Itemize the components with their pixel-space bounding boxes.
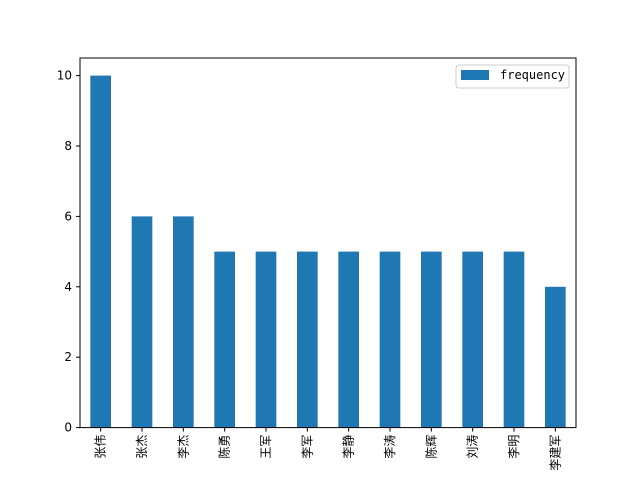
axes-frame [79, 57, 577, 429]
y-tick-label: 6 [64, 209, 72, 223]
y-tick-label: 10 [57, 69, 72, 83]
bar [462, 251, 483, 428]
x-tick-label: 刘涛 [465, 435, 480, 459]
y-tick-label: 0 [64, 421, 72, 435]
y-tick-label: 8 [64, 139, 72, 153]
legend-label: frequency [500, 68, 565, 82]
bar [90, 75, 111, 428]
bars-group [90, 75, 566, 428]
bar [503, 251, 525, 428]
x-tick-label: 陈辉 [423, 435, 438, 459]
x-tick-label: 张伟 [94, 435, 108, 459]
bar [131, 216, 153, 428]
x-tick-label: 李杰 [175, 435, 190, 459]
bar [255, 251, 277, 428]
x-tick-label: 李明 [506, 435, 521, 459]
x-tick-label: 李静 [341, 435, 356, 459]
x-tick-label: 王军 [259, 435, 273, 459]
bar [214, 251, 235, 428]
bar [379, 251, 401, 428]
bar [297, 251, 318, 428]
bar [173, 216, 194, 428]
x-tick-label: 张杰 [135, 435, 149, 459]
y-tick-label: 2 [64, 350, 72, 364]
x-tick-label: 李涛 [382, 435, 397, 459]
bar [421, 251, 442, 428]
legend: frequency [455, 64, 570, 89]
x-tick-label: 李军 [299, 435, 314, 459]
bar [338, 251, 359, 428]
y-axis: 0 2 4 6 8 10 [57, 69, 80, 435]
legend-swatch [461, 70, 489, 80]
x-tick-label: 李建军 [547, 435, 562, 471]
x-axis: 张伟 张杰 李杰 陈勇 王军 李军 李静 李涛 陈辉 刘涛 李明 李建军 [94, 427, 562, 471]
x-tick-label: 陈勇 [217, 435, 232, 459]
y-tick-label: 4 [64, 280, 72, 294]
bar [545, 286, 566, 428]
